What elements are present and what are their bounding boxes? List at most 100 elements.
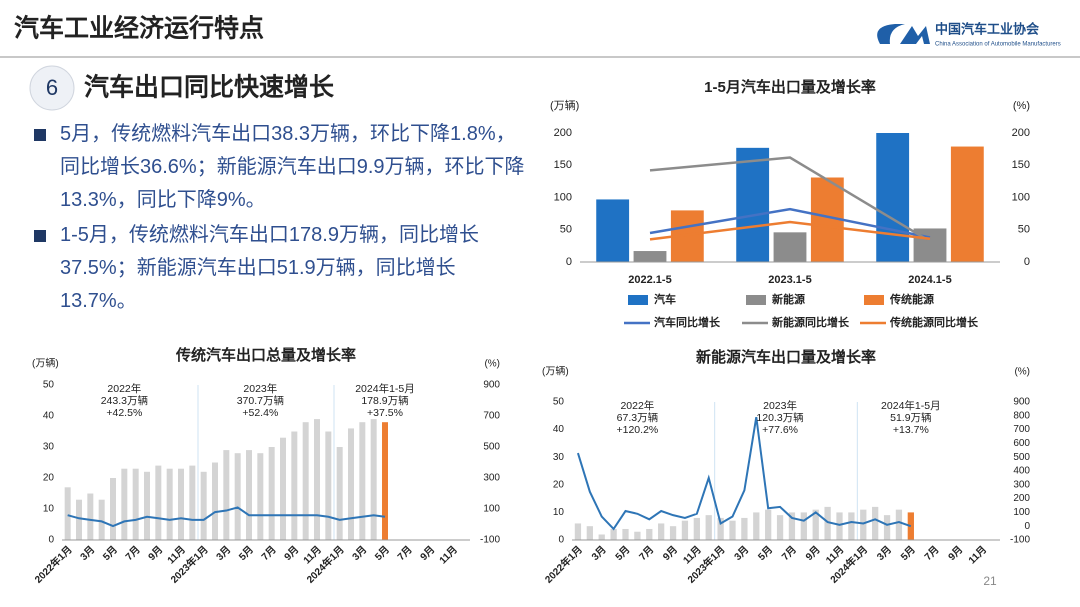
bar — [98, 499, 105, 540]
chart-title: 1-5月汽车出口量及增长率 — [704, 78, 876, 96]
bar — [773, 232, 807, 262]
bar — [836, 512, 843, 540]
y-tick-label: 40 — [553, 424, 565, 435]
bar — [64, 487, 71, 540]
bar — [860, 509, 867, 540]
x-tick-label: 9月 — [418, 544, 437, 563]
bar — [736, 147, 770, 262]
y2-tick-label: 500 — [1013, 452, 1030, 463]
x-tick-label: 9月 — [946, 544, 965, 563]
legend-swatch — [746, 295, 766, 305]
legend-label: 汽车 — [654, 292, 676, 306]
x-tick-label: 5月 — [100, 544, 119, 563]
bar — [848, 512, 855, 540]
bar — [812, 509, 819, 540]
x-tick-label: 11月 — [437, 544, 460, 567]
annotation: 51.9万辆 — [890, 411, 931, 424]
x-tick-label: 7月 — [779, 544, 798, 563]
bar — [370, 419, 377, 540]
y2-tick-label: 800 — [1013, 410, 1030, 421]
bar — [144, 471, 150, 540]
section-title: 汽车出口同比快速增长 — [84, 73, 335, 102]
line-series — [649, 207, 931, 239]
y2-tick-label: 50 — [1018, 224, 1030, 236]
x-tick-label: 2023.1-5 — [768, 274, 811, 286]
y2-tick-label: 600 — [1013, 438, 1030, 449]
section-number: 6 — [46, 75, 58, 100]
y-tick-label: 10 — [43, 504, 55, 515]
bar — [200, 471, 207, 540]
org-name: 中国汽车工业协会 — [935, 21, 1040, 36]
y2-tick-label: -100 — [480, 535, 500, 546]
logo — [877, 24, 930, 44]
annotation: +77.6% — [762, 424, 798, 436]
y-axis-unit: (万辆) — [550, 98, 579, 112]
x-tick-label: 2022年1月 — [542, 543, 585, 586]
y-tick-label: 50 — [560, 224, 572, 236]
bar — [87, 493, 94, 540]
bullet: 1-5月，传统燃料汽车出口178.9万辆，同比增长37.5%；新能源汽车出口51… — [30, 219, 530, 318]
bar — [669, 526, 677, 540]
legend-label: 新能源 — [772, 292, 805, 306]
bar — [336, 447, 343, 540]
bar — [257, 453, 264, 540]
y2-tick-label: 100 — [1013, 507, 1030, 518]
bar — [121, 468, 128, 540]
annotation: 178.9万辆 — [361, 394, 408, 407]
bar — [876, 133, 910, 262]
annotation: +42.5% — [106, 407, 142, 419]
y-tick-label: 150 — [554, 159, 572, 171]
bar — [895, 509, 903, 540]
x-tick-label: 3月 — [589, 544, 608, 563]
bar — [753, 512, 760, 540]
bar — [212, 462, 218, 540]
bar — [76, 499, 82, 540]
annotation: 120.3万辆 — [756, 411, 803, 424]
x-tick-label: 3月 — [214, 544, 233, 563]
x-tick-label: 2024.1-5 — [908, 274, 951, 286]
y2-tick-label: 0 — [1024, 256, 1030, 268]
y2-tick-label: 200 — [1013, 493, 1030, 504]
bar — [622, 528, 629, 540]
annotation: +37.5% — [367, 407, 403, 419]
y2-tick-label: 300 — [483, 473, 500, 484]
x-tick-label: 3月 — [732, 544, 751, 563]
y-tick-label: 0 — [566, 256, 572, 268]
bar — [693, 517, 700, 540]
chart-title: 传统汽车出口总量及增长率 — [175, 346, 356, 364]
bar — [359, 422, 366, 540]
org-name-en: China Association of Automobile Manufact… — [935, 42, 1061, 48]
annotation: +52.4% — [242, 407, 278, 419]
bar — [765, 509, 772, 540]
y2-tick-label: 900 — [1013, 397, 1030, 408]
x-tick-label: 9月 — [661, 544, 680, 563]
x-tick-label: 9月 — [282, 544, 301, 563]
annotation: 243.3万辆 — [101, 394, 148, 407]
legend-label: 汽车同比增长 — [654, 315, 721, 329]
bar — [382, 422, 388, 540]
annotation: +13.7% — [893, 424, 929, 436]
y2-tick-label: 900 — [483, 380, 500, 391]
legend-label: 传统能源 — [889, 292, 934, 306]
y2-tick-label: 500 — [483, 442, 500, 453]
y2-axis-unit: (%) — [484, 359, 500, 370]
line-series — [576, 417, 912, 531]
x-tick-label: 2022.1-5 — [628, 274, 671, 286]
y2-tick-label: 100 — [1012, 191, 1030, 203]
bar — [741, 517, 748, 540]
bar — [110, 478, 116, 540]
bar — [788, 512, 796, 540]
bar — [800, 512, 807, 540]
bar — [268, 447, 275, 540]
bar — [291, 431, 298, 540]
y2-tick-label: -100 — [1010, 535, 1030, 546]
bar — [633, 251, 667, 262]
x-tick-label: 2022年1月 — [32, 543, 75, 586]
y-tick-label: 20 — [553, 479, 565, 490]
x-tick-label: 5月 — [613, 544, 632, 563]
y2-tick-label: 0 — [1024, 521, 1030, 532]
x-tick-label: 11月 — [966, 544, 989, 567]
bar — [634, 531, 641, 540]
